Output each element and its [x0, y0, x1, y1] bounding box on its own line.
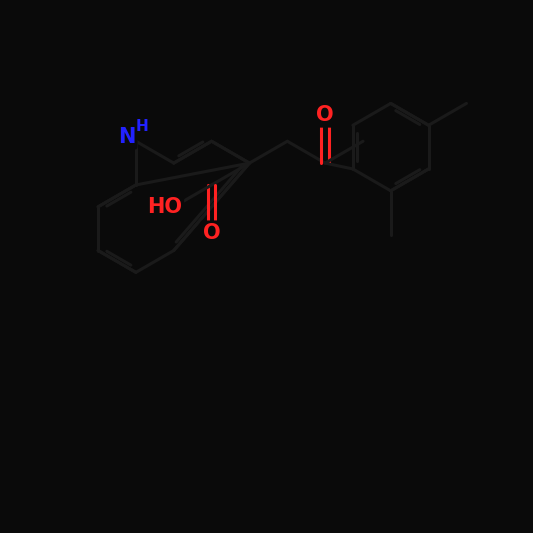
Text: N: N: [118, 127, 135, 147]
Text: O: O: [317, 105, 334, 125]
Text: O: O: [203, 223, 221, 243]
Text: HO: HO: [147, 197, 182, 217]
Text: H: H: [136, 119, 149, 134]
